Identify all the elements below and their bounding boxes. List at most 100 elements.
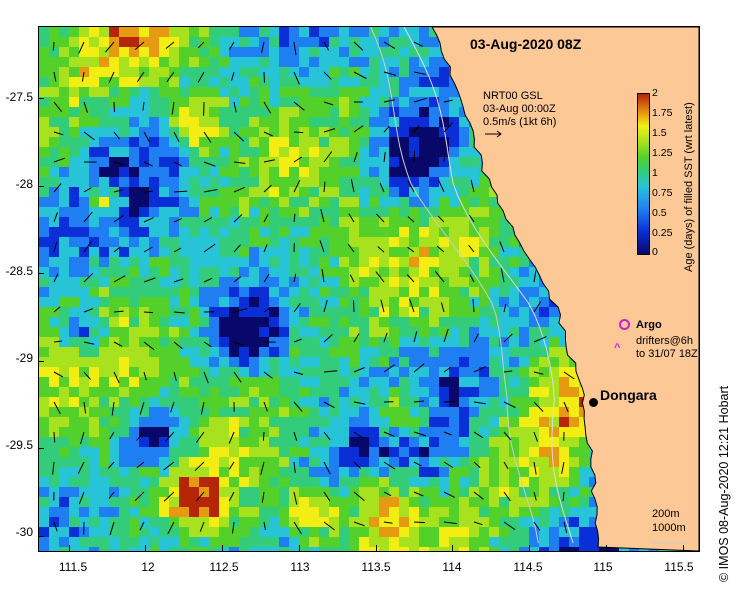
current-vector — [233, 244, 241, 253]
current-vector — [383, 461, 396, 470]
colorbar — [637, 93, 650, 255]
current-vector — [53, 101, 62, 113]
current-vector — [353, 461, 361, 469]
current-vector — [83, 308, 93, 313]
current-vector — [194, 461, 205, 472]
current-vector — [293, 179, 301, 193]
current-vector — [468, 244, 475, 253]
current-vector — [113, 246, 121, 253]
current-vector — [413, 41, 423, 47]
lon-tick-label: 12 — [141, 560, 155, 574]
current-vector — [233, 101, 237, 113]
lat-tick-label: -27.5 — [5, 90, 33, 104]
current-vector — [173, 311, 185, 314]
current-vector — [173, 371, 177, 381]
current-vector — [173, 161, 183, 167]
current-vector — [113, 101, 115, 113]
current-scale-arrow-icon — [485, 130, 502, 138]
current-vector — [166, 71, 175, 83]
isobath-200m-label: 200m — [652, 508, 680, 520]
current-vector — [109, 521, 115, 536]
current-vector — [533, 336, 547, 343]
current-vector — [443, 461, 454, 468]
current-vector — [83, 401, 87, 414]
current-vector — [503, 521, 516, 531]
current-vector — [503, 333, 513, 343]
lat-tick-mark — [38, 97, 44, 99]
lon-tick-mark — [452, 545, 454, 551]
current-vector — [350, 178, 355, 193]
current-vector — [347, 244, 355, 253]
current-vector — [261, 491, 265, 503]
lon-tick-label: 114 — [442, 560, 462, 574]
current-vector — [113, 371, 120, 384]
lon-tick-label: 113.5 — [361, 560, 391, 574]
lat-tick-mark — [38, 185, 44, 187]
current-vector — [563, 401, 569, 413]
current-vector — [228, 431, 235, 444]
current-vector — [443, 491, 455, 498]
current-vector — [293, 273, 297, 283]
colorbar-tick: 0.5 — [652, 207, 667, 219]
current-vector — [263, 401, 268, 412]
colorbar-tick: 0.25 — [652, 227, 673, 239]
current-vector — [413, 431, 427, 437]
current-vector — [83, 131, 95, 141]
current-vector — [473, 333, 479, 343]
current-vector — [173, 247, 182, 253]
current-vector — [533, 401, 544, 412]
current-vector — [105, 41, 115, 53]
argo-float-icon — [619, 319, 630, 330]
current-vector — [231, 71, 235, 81]
current-vector — [323, 41, 330, 51]
lon-tick-mark — [222, 545, 224, 551]
lon-tick-label: 114.5 — [513, 560, 543, 574]
current-vector — [233, 371, 242, 383]
current-vector — [113, 189, 123, 193]
current-vector — [263, 71, 265, 83]
drifters-legend-line2: to 31/07 18Z — [636, 348, 698, 360]
lon-tick-mark — [375, 545, 377, 551]
current-vector — [413, 150, 415, 163]
current-vector — [323, 491, 331, 502]
current-vector — [353, 367, 365, 373]
current-vector — [320, 209, 325, 223]
current-vector — [203, 161, 216, 167]
current-vector — [323, 71, 332, 80]
current-vector — [533, 521, 541, 531]
lon-tick-label: 111.5 — [58, 560, 88, 574]
current-vector — [83, 187, 92, 193]
current-vector — [293, 71, 300, 85]
current-vector — [143, 341, 155, 350]
current-vector — [143, 131, 151, 143]
current-vector — [413, 331, 418, 343]
current-vector — [443, 521, 458, 525]
current-vector — [233, 276, 242, 283]
colorbar-tick: 0.75 — [652, 187, 673, 199]
lat-tick-mark — [38, 448, 44, 450]
current-vector — [262, 431, 265, 441]
current-vector — [413, 363, 425, 373]
current-vector — [53, 242, 58, 253]
current-vector — [261, 41, 265, 54]
current-vector — [468, 214, 475, 223]
current-vector — [409, 298, 415, 313]
current-vector — [413, 491, 424, 497]
current-vector — [143, 311, 154, 314]
current-vector — [228, 461, 235, 470]
current-vector — [263, 159, 275, 163]
current-vector — [473, 401, 486, 405]
product-time: 03-Aug 00:00Z — [483, 103, 556, 115]
current-vector — [107, 461, 115, 469]
current-vector — [197, 41, 205, 49]
product-name: NRT00 GSL — [483, 90, 543, 102]
current-vector — [203, 189, 218, 193]
current-vector — [533, 491, 537, 501]
colorbar-tick: 1.5 — [652, 127, 667, 139]
lat-tick-label: -29.5 — [5, 438, 33, 452]
current-vector — [170, 401, 175, 413]
current-vector — [319, 240, 325, 253]
current-vector — [500, 268, 505, 283]
current-vector — [83, 341, 95, 345]
current-vector — [562, 491, 565, 501]
